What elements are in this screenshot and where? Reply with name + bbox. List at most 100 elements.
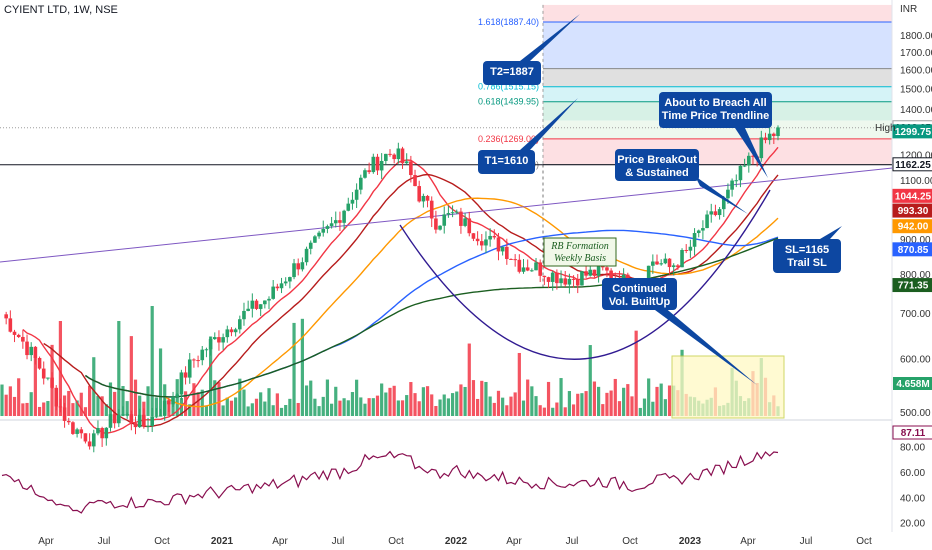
- volume-bar: [617, 401, 622, 416]
- callout-box: [659, 92, 772, 128]
- volume-bar: [309, 380, 313, 416]
- price-tag: [892, 124, 932, 139]
- volume-bar: [321, 396, 325, 416]
- candle-body: [484, 239, 488, 246]
- candle-body: [534, 262, 538, 271]
- volume-bar: [526, 379, 530, 416]
- volume-bar: [217, 382, 221, 416]
- candle-body: [292, 263, 296, 278]
- rsi-tick-label: 40.00: [900, 493, 925, 504]
- rb-label-text: RB Formation: [550, 241, 609, 252]
- candle-body: [488, 235, 492, 240]
- candle-body: [475, 238, 480, 242]
- price-tags: 1318.051299.751162.251044.25993.30942.00…: [875, 120, 932, 440]
- price-tick-label: 700.00: [900, 309, 931, 320]
- price-tick-label: 600.00: [900, 355, 931, 366]
- candle-body: [713, 211, 718, 216]
- volume-bar: [609, 390, 613, 416]
- volume-bar: [513, 392, 517, 416]
- candle-body: [304, 248, 309, 263]
- volume-bar: [442, 394, 446, 416]
- volume-bar: [46, 401, 50, 416]
- volume-bar: [146, 386, 150, 416]
- volume-bar: [425, 386, 430, 416]
- candle-body: [238, 319, 242, 330]
- candle-body: [680, 249, 684, 268]
- fib-band: [543, 120, 892, 139]
- candle-body: [388, 153, 392, 155]
- candle-body: [767, 133, 772, 141]
- candle-body: [709, 211, 714, 215]
- candle-body: [288, 277, 292, 282]
- volume-bar: [292, 322, 296, 416]
- candle-body: [112, 414, 117, 424]
- candle-body: [137, 414, 142, 428]
- candle-body: [730, 180, 734, 190]
- volume-bar: [254, 398, 259, 416]
- fib-label: 0.786(1515.15): [478, 82, 539, 92]
- candle-body: [609, 270, 613, 279]
- volume-bar: [459, 384, 463, 416]
- volume-bar: [138, 395, 142, 416]
- candle-body: [313, 236, 317, 243]
- price-tick-label: 1500.00: [900, 85, 932, 96]
- candle-body: [96, 428, 100, 434]
- candle-body: [563, 278, 568, 285]
- volume-bar: [213, 380, 217, 416]
- volume-bar: [613, 378, 617, 416]
- volume-bar: [21, 403, 25, 416]
- volume-bar: [563, 407, 567, 416]
- candle-body: [521, 267, 526, 272]
- volume-bar: [133, 379, 138, 416]
- candle-body: [350, 199, 355, 204]
- price-tick-label: 800.00: [900, 270, 931, 281]
- candle-body: [659, 263, 663, 265]
- volume-bar: [300, 318, 304, 416]
- candle-body: [721, 198, 726, 210]
- callout-pointer: [820, 226, 842, 239]
- volume-bar: [150, 306, 154, 416]
- candle-body: [338, 220, 342, 223]
- volume-bar: [113, 391, 117, 416]
- candle-body: [413, 175, 417, 187]
- volume-bar: [221, 405, 225, 416]
- candle-body: [505, 246, 509, 259]
- volume-bar: [380, 383, 384, 416]
- callout-t2: T2=1887: [483, 14, 580, 85]
- volume-bar: [92, 357, 96, 416]
- candle-body: [317, 232, 321, 237]
- candle-body: [267, 298, 271, 301]
- candle-body: [217, 337, 221, 343]
- candle-body: [676, 265, 680, 268]
- volume-bar: [622, 387, 626, 416]
- callout-text: About to Breach All: [664, 97, 766, 109]
- candle-body: [417, 186, 422, 202]
- candle-body: [283, 281, 288, 284]
- candle-body: [446, 213, 451, 215]
- volume-bar: [467, 343, 471, 416]
- volume-bar: [405, 395, 409, 416]
- candle-body: [384, 153, 388, 161]
- candle-body: [763, 137, 768, 141]
- time-tick-label: Apr: [272, 536, 288, 547]
- volume-bar: [296, 402, 300, 416]
- candle-body: [183, 372, 188, 378]
- candle-body: [525, 267, 530, 271]
- candle-body: [671, 265, 676, 268]
- price-tag-label: 1162.25: [895, 160, 931, 171]
- volume-bar: [363, 403, 367, 416]
- volume-bar: [430, 394, 434, 416]
- rb-label-text: Weekly Basis: [554, 253, 606, 264]
- volume-tag-label: 4.658M: [896, 379, 929, 390]
- volume-bar: [263, 401, 267, 416]
- volume-bar: [279, 407, 284, 416]
- candle-body: [550, 272, 555, 282]
- volume-bar: [346, 400, 350, 416]
- moving-average-line: [85, 237, 779, 398]
- candle-body: [400, 148, 405, 164]
- candle-body: [705, 214, 709, 229]
- candle-body: [392, 154, 396, 160]
- volume-bar: [267, 388, 271, 416]
